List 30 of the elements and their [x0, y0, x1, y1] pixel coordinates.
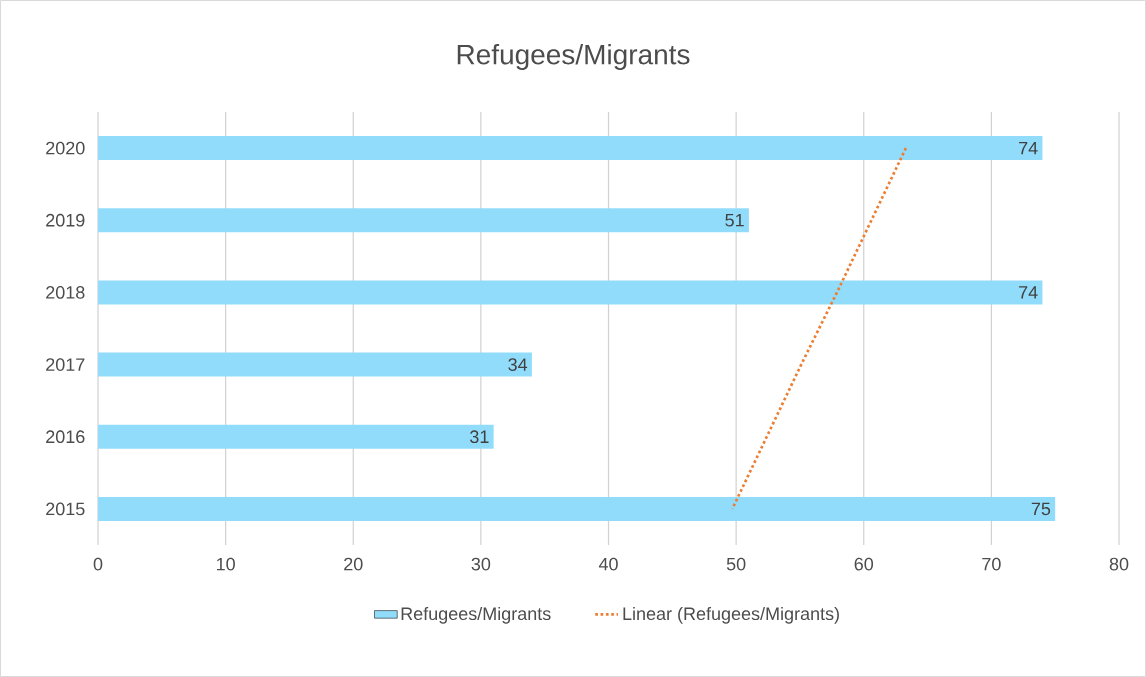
data-label: 51 — [725, 213, 744, 227]
x-tick-label: 40 — [598, 557, 618, 571]
y-tick-label: 2016 — [46, 430, 85, 444]
x-tick-label: 30 — [471, 557, 491, 571]
x-tick-label: 70 — [982, 557, 1001, 571]
legend-label: Linear (Refugees/Migrants) — [623, 606, 839, 624]
data-label: 34 — [508, 358, 528, 371]
chart-title: Refugees/Migrants — [457, 43, 690, 71]
x-tick-label: 10 — [217, 557, 235, 571]
x-tick-label: 80 — [1109, 557, 1129, 571]
data-label: 31 — [470, 430, 489, 444]
x-tick-label: 20 — [344, 557, 363, 571]
bar — [98, 208, 749, 233]
y-tick-label: 2020 — [46, 141, 85, 155]
data-label: 74 — [1019, 141, 1038, 155]
data-label: 74 — [1019, 286, 1038, 299]
bar — [98, 352, 532, 377]
legend-label: Refugees/Migrants — [401, 606, 551, 624]
x-tick-label: 50 — [726, 557, 746, 571]
y-tick-label: 2015 — [46, 502, 85, 516]
x-tick-label: 60 — [854, 557, 874, 571]
y-tick-label: 2019 — [46, 213, 85, 227]
bar — [98, 496, 1056, 521]
x-tick-label: 0 — [93, 557, 103, 571]
bar — [98, 136, 1043, 161]
y-tick-label: 2018 — [46, 286, 85, 299]
data-label: 75 — [1031, 502, 1051, 516]
y-tick-label: 2017 — [46, 358, 85, 371]
bar — [98, 280, 1043, 305]
bar — [98, 424, 494, 449]
